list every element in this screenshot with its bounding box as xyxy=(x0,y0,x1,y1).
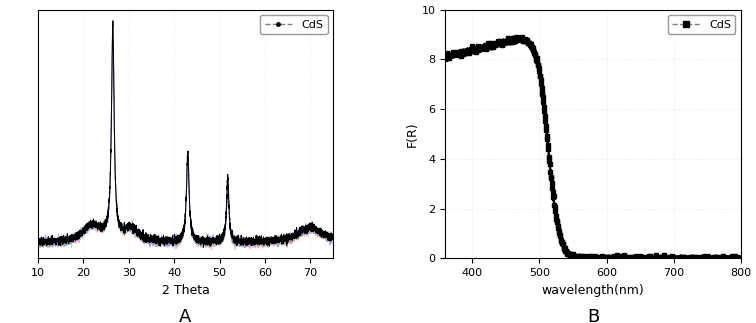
X-axis label: 2 Theta: 2 Theta xyxy=(162,284,209,297)
Legend: CdS: CdS xyxy=(260,15,327,34)
Text: A: A xyxy=(179,308,192,323)
Text: B: B xyxy=(587,308,600,323)
Y-axis label: F(R): F(R) xyxy=(406,121,419,147)
Legend: CdS: CdS xyxy=(668,15,736,34)
X-axis label: wavelength(nm): wavelength(nm) xyxy=(542,284,645,297)
